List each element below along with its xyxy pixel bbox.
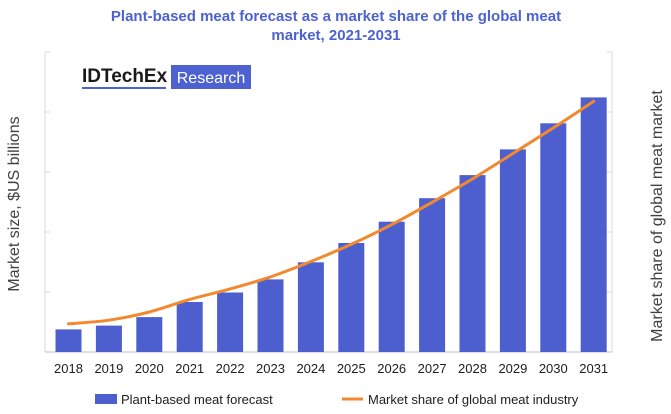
x-tick-label-2023: 2023: [256, 361, 285, 376]
bar-2020: [136, 317, 163, 352]
bar-2030: [540, 123, 567, 352]
bar-2021: [176, 302, 203, 352]
right-axis-ticks: [607, 51, 612, 293]
logo-badge: [171, 65, 251, 89]
x-tick-label-2020: 2020: [135, 361, 164, 376]
legend-swatch-bars: [95, 394, 117, 404]
bar-series: [55, 97, 607, 353]
x-tick-labels: 2018 2019 2020 2021 2022 2023 2024 2025 2026 2027…: [54, 361, 608, 376]
logo-brand-text: IDTechEx: [82, 66, 168, 87]
x-tick-label-2021: 2021: [175, 361, 204, 376]
x-tick-label-2030: 2030: [539, 361, 568, 376]
bar-2024: [297, 262, 324, 352]
x-tick-label-2019: 2019: [94, 361, 123, 376]
y-axis-title: Market size, $US billions: [6, 116, 23, 291]
x-tick-label-2027: 2027: [418, 361, 447, 376]
x-tick-label-2025: 2025: [337, 361, 366, 376]
chart-title-line2: market, 2021-2031: [271, 27, 400, 44]
bar-2026: [378, 221, 405, 352]
chart-title-line1: Plant-based meat forecast as a market sh…: [111, 8, 561, 25]
x-tick-label-2028: 2028: [458, 361, 487, 376]
market-share-line: [67, 99, 596, 326]
bar-2018: [55, 329, 82, 352]
legend: Plant-based meat forecast Market share o…: [95, 392, 579, 407]
idtechex-logo: IDTechEx Research: [82, 65, 251, 89]
left-axis-ticks: [45, 51, 50, 293]
x-tick-label-2018: 2018: [54, 361, 83, 376]
logo-product-text: Research: [177, 70, 245, 87]
legend-label-bars: Plant-based meat forecast: [121, 392, 273, 407]
bar-2022: [217, 292, 244, 352]
legend-label-line: Market share of global meat industry: [368, 392, 579, 407]
bar-2027: [419, 198, 446, 352]
bar-2025: [338, 243, 365, 352]
bar-2023: [257, 279, 284, 352]
x-tick-label-2031: 2031: [579, 361, 608, 376]
bar-2028: [459, 175, 486, 352]
x-tick-label-2029: 2029: [498, 361, 527, 376]
bar-2029: [499, 149, 526, 352]
x-tick-label-2022: 2022: [216, 361, 245, 376]
x-tick-label-2026: 2026: [377, 361, 406, 376]
y2-axis-title: Market share of global meat market: [649, 90, 666, 342]
x-tick-label-2024: 2024: [296, 361, 325, 376]
bar-2031: [580, 97, 607, 353]
logo-underline: [82, 87, 166, 89]
bar-2019: [95, 325, 122, 352]
